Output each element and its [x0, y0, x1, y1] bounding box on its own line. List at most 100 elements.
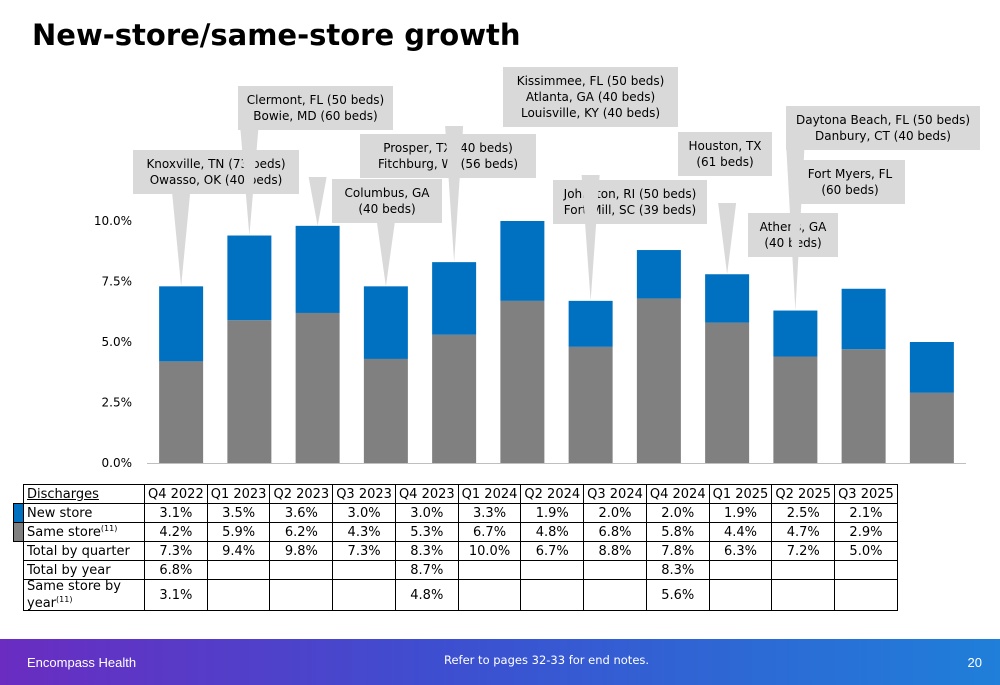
same-store-label: Same store [27, 525, 101, 540]
callout-text: Clermont, FL (50 beds) [247, 93, 385, 107]
y-tick-label: 7.5% [102, 275, 133, 289]
table-cell: 4.8% [394, 579, 459, 611]
same-store-bar [909, 392, 954, 463]
table-row-same-store: Same store(11) 4.2% 5.9% 6.2% 4.3% 5.3% … [13, 522, 898, 542]
table-cell: 4.4% [708, 522, 773, 542]
new-store-bar [363, 286, 408, 359]
callout-pointer [308, 177, 327, 226]
header-swatch-cell [14, 485, 24, 504]
new-store-bar [159, 286, 204, 362]
table-cell [708, 560, 773, 580]
table-cell [583, 579, 647, 611]
table-cell: 1.9% [520, 503, 585, 523]
table-cell: 5.0% [834, 541, 898, 561]
column-header: Q2 2025 [771, 484, 836, 504]
table-cell: 6.2% [269, 522, 334, 542]
new-store-bar [500, 221, 545, 301]
callout-box [786, 106, 980, 150]
same-store-bar [363, 358, 408, 463]
same-store-bar [432, 334, 477, 463]
table-cell: 8.3% [645, 560, 710, 580]
callout-text: Louisville, KY (40 beds) [521, 106, 660, 120]
callout-text: Daytona Beach, FL (50 beds) [796, 113, 970, 127]
table-cell: 8.7% [394, 560, 459, 580]
callout-pointer [718, 203, 737, 275]
table-cell: 3.5% [206, 503, 271, 523]
column-header: Q1 2025 [708, 484, 773, 504]
column-header: Q4 2022 [144, 484, 208, 504]
table-cell [269, 560, 334, 580]
callout-text: Columbus, GA [345, 186, 431, 200]
table-cell: 6.8% [583, 522, 647, 542]
callout-box [238, 86, 393, 130]
same-store-swatch [13, 522, 24, 542]
empty-swatch-cell [14, 561, 24, 580]
same-store-bar [773, 356, 818, 463]
callout-box [553, 180, 707, 224]
row-label: Same store(11) [23, 522, 145, 542]
callout-box [795, 160, 905, 204]
table-cell: 5.3% [394, 522, 459, 542]
same-store-bar [227, 320, 272, 463]
table-row-total-year: Total by year 6.8% 8.7% 8.3% [14, 560, 898, 580]
table-cell: 3.1% [144, 503, 208, 523]
table-cell: 5.6% [645, 579, 710, 611]
table-cell: 3.6% [269, 503, 334, 523]
footer-bar: Encompass Health Refer to pages 32-33 fo… [0, 639, 1000, 685]
callout-pointer [581, 175, 600, 301]
new-store-bar [705, 274, 750, 323]
page-title: New-store/same-store growth [32, 18, 521, 52]
y-tick-label: 5.0% [102, 335, 133, 349]
same-store-bar [295, 312, 340, 463]
page-number: 20 [967, 655, 982, 670]
table-cell [332, 560, 396, 580]
callout-text: Fort Myers, FL [808, 167, 893, 181]
callout-text: Danbury, CT (40 beds) [815, 129, 951, 143]
column-header: Q4 2023 [394, 484, 459, 504]
table-row-total-quarter: Total by quarter 7.3% 9.4% 9.8% 7.3% 8.3… [14, 541, 898, 561]
table-cell: 2.0% [645, 503, 710, 523]
new-store-bar [909, 342, 954, 393]
y-tick-label: 10.0% [94, 214, 132, 228]
callout-pointer [240, 129, 259, 236]
callout-text: Atlanta, GA (40 beds) [526, 90, 655, 104]
table-cell [457, 579, 522, 611]
table-cell [457, 560, 522, 580]
new-store-bar [432, 262, 477, 335]
table-cell: 6.8% [144, 560, 208, 580]
table-cell: 5.9% [206, 522, 271, 542]
table-row-same-store-year: Same store by year(11) 3.1% 4.8% 5.6% [14, 579, 898, 611]
table-cell: 9.4% [206, 541, 271, 561]
same-store-bar [636, 298, 681, 463]
callout-pointer [786, 149, 805, 311]
table-cell: 6.7% [520, 541, 585, 561]
table-cell: 4.3% [332, 522, 396, 542]
table-cell: 2.0% [583, 503, 647, 523]
callout-box [332, 179, 442, 223]
callout-pointer [376, 222, 395, 287]
table-cell: 2.1% [834, 503, 898, 523]
table-cell: 8.8% [583, 541, 647, 561]
callout-text: (60 beds) [821, 183, 878, 197]
empty-swatch-cell [14, 580, 24, 611]
new-store-swatch [13, 503, 24, 523]
table-cell [269, 579, 334, 611]
endnote-ref: (11) [100, 524, 118, 533]
same-store-year-label-line1: Same store by [27, 579, 121, 594]
callout-text: (40 beds) [358, 202, 415, 216]
new-store-bar [295, 225, 340, 313]
row-label: Total by quarter [23, 541, 145, 561]
new-store-bar [636, 250, 681, 299]
table-cell: 9.8% [269, 541, 334, 561]
callout-text: Kissimmee, FL (50 beds) [517, 74, 665, 88]
table-cell: 5.8% [645, 522, 710, 542]
empty-swatch-cell [14, 542, 24, 561]
table-cell: 4.7% [771, 522, 836, 542]
column-header: Q3 2025 [834, 484, 898, 504]
table-cell: 2.9% [834, 522, 898, 542]
table-cell: 3.0% [332, 503, 396, 523]
table-cell: 7.8% [645, 541, 710, 561]
same-store-bar [159, 361, 204, 463]
callout-text: Fort Mill, SC (39 beds) [564, 203, 696, 217]
y-tick-label: 0.0% [102, 456, 133, 470]
